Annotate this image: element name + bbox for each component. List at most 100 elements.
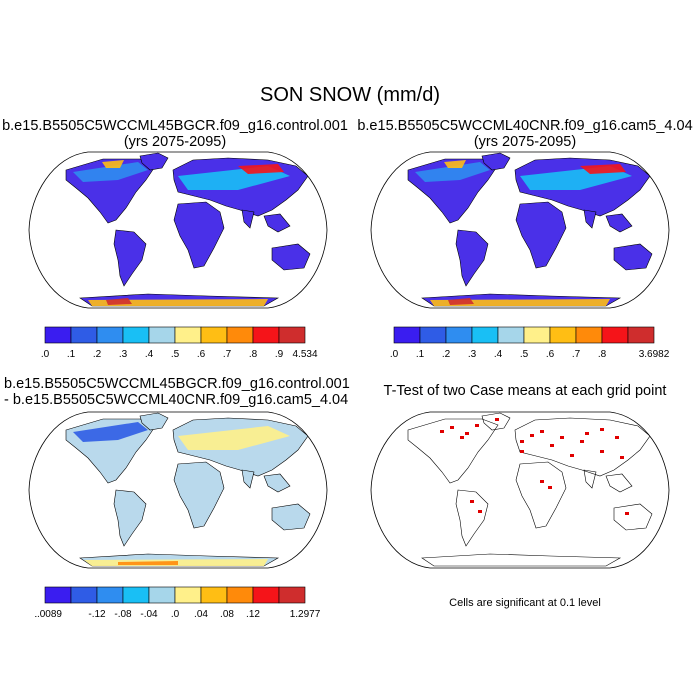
significant-cell	[560, 436, 564, 439]
panel-1-title-line1: b.e15.B5505C5WCCML45BGCR.f09_g16.control…	[2, 118, 348, 134]
landmass-greenland	[481, 152, 511, 171]
landmass-india	[583, 209, 597, 229]
significant-cell	[600, 428, 604, 431]
colorbar-tick-label: -.04	[140, 609, 158, 620]
colorbar-panel-2: .0 .1 .2 .3 .4 .5 .6 .7 .8 3.6982	[390, 326, 670, 360]
significant-cell	[520, 450, 524, 453]
significant-cell	[585, 432, 589, 435]
significant-cell	[530, 434, 534, 437]
landmass-south-america	[455, 229, 489, 287]
colorbar-swatch	[252, 326, 280, 344]
landmass-southeast-asia	[605, 213, 633, 233]
colorbar-panel-3: -1.0089 -.12 -.08 -.04 .0 .04 .08 .12 1.2977	[35, 586, 321, 620]
significant-cell	[470, 500, 474, 503]
colorbar-swatch	[252, 586, 280, 604]
colorbar-swatch	[96, 586, 124, 604]
colorbar-swatch	[627, 326, 655, 344]
colorbar-swatch	[497, 326, 525, 344]
colorbar-tick-label: .4	[145, 349, 154, 360]
colorbar-tick-label: .6	[197, 349, 206, 360]
landmass-australia	[613, 243, 653, 271]
colorbar-swatch	[148, 326, 176, 344]
colorbar-tick-label: 3.6982	[639, 349, 670, 360]
colorbar-swatch	[226, 326, 254, 344]
colorbar-swatch	[226, 586, 254, 604]
significant-cell	[625, 512, 629, 515]
colorbar-swatch	[70, 586, 98, 604]
colorbar-swatch	[278, 586, 306, 604]
colorbar-tick-label: -.08	[114, 609, 132, 620]
colorbar-swatch	[549, 326, 577, 344]
landmass-south-america	[113, 229, 147, 287]
panel-1-title-line2: (yrs 2075-2095)	[123, 134, 227, 150]
significant-cell	[580, 440, 584, 443]
colorbar-tick-label: .0	[390, 349, 399, 360]
colorbar-swatch	[200, 586, 228, 604]
colorbar-tick-label: .08	[220, 609, 234, 620]
snow-highlight	[73, 422, 148, 442]
panel-1-title: b.e15.B5505C5WCCML45BGCR.f09_g16.control…	[0, 118, 350, 150]
colorbar-swatch	[278, 326, 306, 344]
significant-cell	[620, 456, 624, 459]
significant-cell	[520, 440, 524, 443]
significant-cell	[440, 430, 444, 433]
colorbar-panel-1: .0 .1 .2 .3 .4 .5 .6 .7 .8 .9 4.534	[41, 326, 318, 360]
colorbar-swatch	[419, 326, 447, 344]
snow-highlight	[178, 426, 290, 450]
map-outline	[370, 411, 670, 569]
colorbar-tick-label: .9	[275, 349, 284, 360]
landmass-australia	[271, 243, 311, 271]
snow-highlight	[415, 162, 490, 182]
colorbar-tick-label: .4	[494, 349, 503, 360]
snow-highlight	[580, 164, 626, 174]
panel-2-title-line2: (yrs 2075-2095)	[473, 134, 577, 150]
significant-cell	[548, 486, 552, 489]
landmass-india	[583, 469, 597, 489]
colorbar-tick-label: -1.0089	[35, 609, 62, 620]
landmass-southeast-asia	[605, 473, 633, 493]
snow-highlight	[430, 299, 610, 306]
colorbar-tick-label: -.12	[88, 609, 106, 620]
snow-highlight	[444, 160, 466, 168]
snow-highlight	[102, 160, 124, 168]
landmass-europe-asia	[514, 417, 651, 477]
colorbar-swatch	[393, 326, 421, 344]
significant-cell	[615, 436, 619, 439]
significant-cell	[550, 444, 554, 447]
colorbar-tick-label: .2	[442, 349, 451, 360]
colorbar-swatch	[471, 326, 499, 344]
colorbar-tick-label: .0	[41, 349, 50, 360]
colorbar-swatch	[601, 326, 629, 344]
landmass-australia	[271, 503, 311, 531]
landmass-south-america	[113, 489, 147, 547]
significant-cell	[475, 424, 479, 427]
colorbar-tick-label: .1	[416, 349, 425, 360]
map-panel-2	[370, 151, 670, 309]
colorbar-swatch	[96, 326, 124, 344]
snow-highlight	[448, 298, 474, 305]
map-outline	[370, 151, 670, 309]
landmass-africa	[515, 461, 567, 529]
significant-cell	[450, 426, 454, 429]
colorbar-tick-label: .8	[598, 349, 607, 360]
landmass-india	[241, 209, 255, 229]
significant-cell	[460, 436, 464, 439]
landmass-southeast-asia	[263, 213, 291, 233]
colorbar-tick-label: .5	[520, 349, 529, 360]
colorbar-tick-label: .7	[572, 349, 581, 360]
colorbar-tick-label: .3	[119, 349, 128, 360]
colorbar-tick-label: 1.2977	[290, 609, 321, 620]
colorbar-swatch	[523, 326, 551, 344]
colorbar-swatch	[174, 586, 202, 604]
colorbar-tick-label: 4.534	[292, 349, 317, 360]
landmass-antarctica	[421, 553, 622, 567]
panel-4-title: T-Test of two Case means at each grid po…	[350, 383, 700, 399]
significant-cell	[465, 432, 469, 435]
colorbar-tick-label: .5	[171, 349, 180, 360]
significance-note: Cells are significant at 0.1 level	[449, 597, 601, 609]
panel-3-title: b.e15.B5505C5WCCML45BGCR.f09_g16.control…	[4, 376, 350, 408]
colorbar-tick-label: .6	[546, 349, 555, 360]
colorbar-swatch	[148, 586, 176, 604]
colorbar-swatch	[122, 586, 150, 604]
snow-highlight	[73, 162, 148, 182]
